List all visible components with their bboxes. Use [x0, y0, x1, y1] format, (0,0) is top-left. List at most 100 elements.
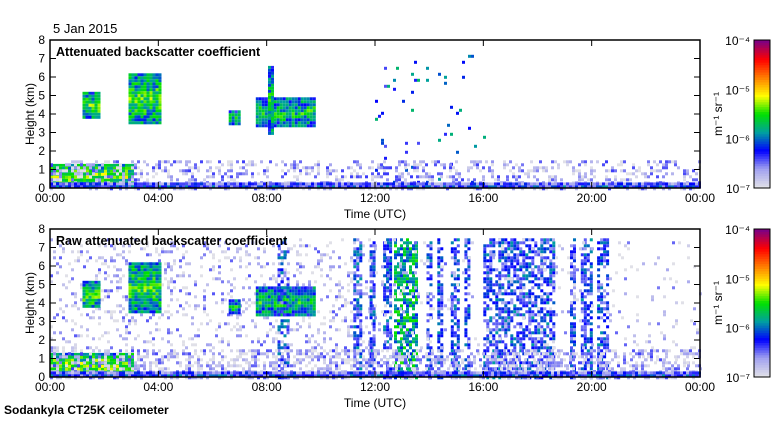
data-cell [356, 367, 359, 370]
data-cell [259, 304, 262, 307]
data-cell [101, 167, 104, 170]
data-cell [71, 182, 74, 185]
data-cell [62, 316, 65, 319]
data-cell [384, 67, 387, 70]
data-cell [373, 337, 376, 340]
data-cell [242, 352, 245, 355]
data-cell [156, 295, 159, 298]
data-cell [129, 295, 132, 298]
data-cell [206, 343, 209, 346]
data-cell [536, 166, 539, 169]
data-cell [141, 286, 144, 289]
data-cell [277, 106, 280, 109]
data-cell [283, 106, 286, 109]
data-cell [292, 121, 295, 124]
data-cell [158, 160, 161, 163]
data-cell [156, 268, 159, 271]
data-cell [389, 289, 392, 292]
data-cell [498, 286, 501, 289]
data-cell [427, 319, 430, 322]
data-cell [83, 281, 86, 284]
data-cell [489, 259, 492, 262]
data-cell [400, 346, 403, 349]
data-cell [293, 355, 296, 358]
data-cell [516, 322, 519, 325]
data-cell [86, 98, 89, 101]
data-cell [341, 361, 344, 364]
data-cell [412, 328, 415, 331]
data-cell [516, 280, 519, 283]
data-cell [437, 259, 440, 262]
data-cell [104, 310, 107, 313]
data-cell [138, 106, 141, 109]
data-cell [525, 334, 528, 337]
data-cell [521, 169, 524, 172]
data-cell [292, 310, 295, 313]
data-cell [437, 262, 440, 265]
data-cell [304, 106, 307, 109]
data-cell [212, 292, 215, 295]
data-cell [215, 277, 218, 280]
data-cell [158, 163, 161, 166]
data-cell [406, 259, 409, 262]
data-cell [68, 182, 71, 185]
data-cell [415, 289, 418, 292]
data-cell [373, 343, 376, 346]
data-cell [403, 325, 406, 328]
data-cell [128, 173, 131, 176]
data-cell [296, 250, 299, 253]
data-cell [373, 250, 376, 253]
data-cell [662, 166, 665, 169]
data-cell [74, 301, 77, 304]
data-cell [156, 79, 159, 82]
data-cell [153, 82, 156, 85]
data-cell [83, 173, 86, 176]
data-cell [498, 244, 501, 247]
data-cell [132, 118, 135, 121]
data-cell [389, 241, 392, 244]
data-cell [271, 132, 274, 135]
data-cell [498, 298, 501, 301]
data-cell [320, 256, 323, 259]
data-cell [95, 287, 98, 290]
data-cell [129, 112, 132, 115]
data-cell [307, 292, 310, 295]
data-cell [286, 121, 289, 124]
data-cell [689, 182, 692, 185]
data-cell [263, 182, 266, 185]
data-cell [311, 349, 314, 352]
data-cell [373, 322, 376, 325]
data-cell [287, 247, 290, 250]
data-cell [135, 292, 138, 295]
data-cell [452, 175, 455, 178]
data-cell [400, 361, 403, 364]
data-cell [344, 298, 347, 301]
data-cell [510, 319, 513, 322]
data-cell [513, 253, 516, 256]
data-cell [486, 295, 489, 298]
data-cell [394, 325, 397, 328]
data-cell [501, 316, 504, 319]
data-cell [188, 178, 191, 181]
data-cell [623, 160, 626, 163]
data-cell [74, 176, 77, 179]
data-cell [313, 121, 316, 124]
data-cell [167, 262, 170, 265]
data-cell [289, 301, 292, 304]
data-cell [156, 298, 159, 301]
data-cell [467, 346, 470, 349]
data-cell [92, 169, 95, 172]
data-cell [347, 328, 350, 331]
data-cell [74, 160, 77, 163]
data-cell [156, 304, 159, 307]
data-cell [335, 169, 338, 172]
data-cell [277, 307, 280, 310]
data-cell [371, 175, 374, 178]
data-cell [86, 290, 89, 293]
data-cell [268, 304, 271, 307]
data-cell [113, 359, 116, 362]
data-cell [62, 179, 65, 182]
data-cell [129, 262, 132, 265]
data-cell [370, 295, 373, 298]
data-cell [386, 166, 389, 169]
